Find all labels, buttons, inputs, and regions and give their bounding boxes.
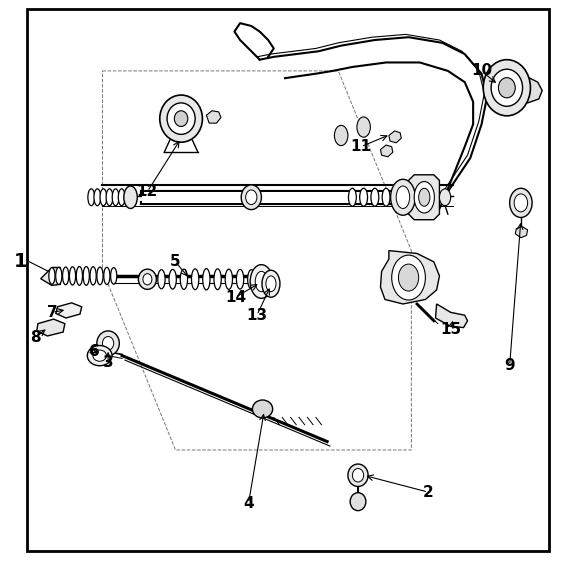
Ellipse shape (167, 103, 195, 135)
Polygon shape (56, 303, 82, 318)
Text: 9: 9 (504, 358, 515, 373)
Text: 3: 3 (103, 355, 113, 370)
Ellipse shape (350, 493, 366, 511)
Ellipse shape (360, 188, 368, 206)
Text: 6: 6 (89, 344, 99, 359)
Polygon shape (380, 251, 439, 304)
Polygon shape (515, 226, 528, 238)
Ellipse shape (97, 331, 119, 356)
Ellipse shape (439, 189, 451, 205)
Ellipse shape (112, 189, 119, 205)
Text: 14: 14 (225, 290, 246, 305)
Ellipse shape (174, 111, 188, 127)
Ellipse shape (103, 337, 113, 350)
Ellipse shape (255, 271, 267, 292)
Ellipse shape (396, 186, 410, 208)
Ellipse shape (169, 270, 176, 289)
Ellipse shape (139, 269, 156, 289)
Ellipse shape (88, 189, 95, 205)
Ellipse shape (510, 188, 532, 217)
Ellipse shape (247, 270, 255, 289)
Text: 12: 12 (137, 184, 158, 199)
Ellipse shape (418, 188, 430, 206)
Text: 4: 4 (243, 496, 254, 511)
Ellipse shape (70, 267, 76, 285)
Ellipse shape (203, 269, 210, 290)
Ellipse shape (514, 194, 528, 212)
Ellipse shape (253, 400, 272, 418)
Ellipse shape (124, 186, 137, 208)
Ellipse shape (56, 267, 62, 284)
Polygon shape (380, 145, 393, 157)
Ellipse shape (250, 265, 272, 298)
Ellipse shape (111, 267, 117, 284)
Text: 11: 11 (351, 139, 371, 154)
Polygon shape (37, 319, 65, 336)
Polygon shape (40, 267, 60, 285)
Ellipse shape (76, 266, 83, 285)
Ellipse shape (214, 269, 221, 289)
Ellipse shape (382, 188, 390, 206)
Ellipse shape (390, 179, 416, 215)
Ellipse shape (158, 270, 165, 289)
Text: 15: 15 (440, 321, 461, 337)
Ellipse shape (414, 181, 434, 213)
Ellipse shape (143, 274, 152, 285)
Ellipse shape (83, 266, 89, 285)
Text: 8: 8 (30, 330, 40, 345)
Ellipse shape (192, 269, 199, 289)
Ellipse shape (180, 269, 188, 289)
Ellipse shape (106, 189, 113, 205)
Ellipse shape (160, 95, 202, 142)
Ellipse shape (483, 60, 531, 116)
Ellipse shape (87, 346, 112, 366)
Text: 5: 5 (170, 254, 181, 269)
Text: 7: 7 (47, 305, 57, 320)
Ellipse shape (498, 78, 515, 98)
Ellipse shape (97, 267, 103, 285)
Ellipse shape (119, 189, 125, 205)
Ellipse shape (237, 270, 244, 289)
Ellipse shape (63, 267, 69, 285)
Text: 1: 1 (14, 252, 28, 271)
Ellipse shape (348, 464, 368, 486)
Polygon shape (409, 175, 439, 220)
Ellipse shape (104, 267, 110, 284)
Ellipse shape (371, 188, 379, 206)
Bar (142, 191, 422, 203)
Ellipse shape (49, 267, 55, 284)
Text: 10: 10 (471, 64, 492, 78)
Ellipse shape (124, 189, 131, 205)
Ellipse shape (266, 276, 276, 292)
Ellipse shape (348, 188, 356, 206)
Ellipse shape (225, 269, 233, 289)
Text: 13: 13 (246, 308, 267, 323)
Polygon shape (435, 304, 467, 328)
Ellipse shape (94, 189, 101, 205)
Ellipse shape (100, 189, 107, 205)
Ellipse shape (491, 69, 523, 106)
Ellipse shape (352, 468, 364, 482)
Ellipse shape (241, 185, 262, 209)
Ellipse shape (90, 267, 96, 285)
Ellipse shape (93, 350, 107, 361)
Text: 2: 2 (423, 485, 434, 499)
Polygon shape (389, 131, 401, 143)
Polygon shape (206, 111, 221, 123)
Ellipse shape (246, 190, 257, 204)
Ellipse shape (392, 255, 425, 300)
Ellipse shape (398, 264, 418, 291)
Ellipse shape (262, 270, 280, 297)
Ellipse shape (335, 126, 348, 146)
Ellipse shape (357, 117, 370, 137)
Polygon shape (518, 77, 542, 103)
